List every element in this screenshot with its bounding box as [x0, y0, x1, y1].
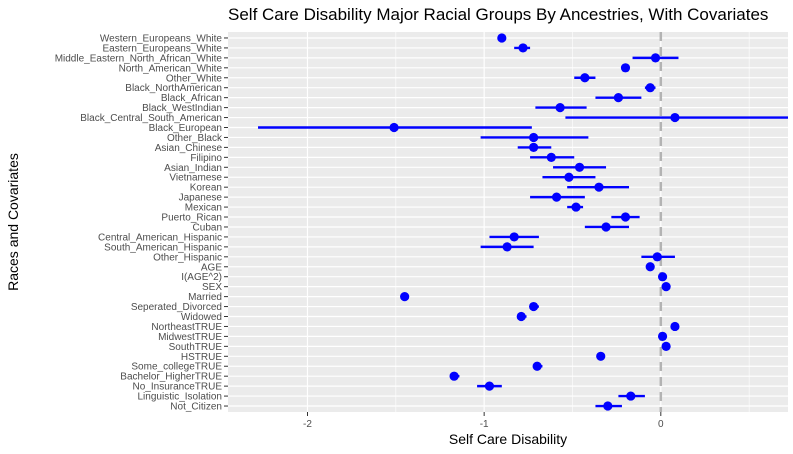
y-tick-label-korean: Korean: [190, 183, 222, 194]
y-tick-label-northeasttrue: NortheastTRUE: [151, 322, 222, 333]
point-other-black: [529, 132, 539, 143]
point-other-white: [580, 73, 590, 83]
y-axis-title: Races and Covariates: [5, 153, 21, 291]
point-age: [645, 262, 655, 272]
y-tick-label-not-citizen: Not_Citizen: [170, 402, 222, 413]
point-central-american-hispanic: [509, 232, 519, 242]
point-cuban: [601, 222, 611, 232]
x-axis-title: Self Care Disability: [449, 431, 567, 447]
y-tick-label-hstrue: HSTRUE: [181, 352, 222, 363]
y-tick-label-black-northamerican: Black_NorthAmerican: [125, 83, 222, 94]
y-tick-label-midwesttrue: MidwestTRUE: [158, 332, 222, 343]
x-tick-labels: -2 -1 0: [303, 412, 664, 430]
point-filipino: [546, 152, 556, 162]
point-some-collegetrue: [532, 361, 542, 371]
y-tick-label-puerto-rican: Puerto_Rican: [161, 213, 222, 224]
point-married: [400, 292, 410, 302]
y-tick-label-south-american-hispanic: South_American_Hispanic: [104, 242, 222, 253]
y-tick-label-middle-eastern-north-african-white: Middle_Eastern_North_African_White: [55, 53, 223, 64]
y-tick-label-japanese: Japanese: [179, 193, 223, 204]
y-tick-label-other-white: Other_White: [166, 73, 223, 84]
point-seperated-divorced: [529, 301, 539, 312]
point-korean: [594, 182, 604, 192]
point-black-african: [613, 93, 624, 103]
point-midwesttrue: [657, 331, 668, 341]
y-tick-label-central-american-hispanic: Central_American_Hispanic: [98, 232, 222, 243]
y-tick-label-some-collegetrue: Some_collegeTRUE: [131, 362, 222, 373]
point-northeasttrue: [670, 321, 680, 332]
y-tick-label-no-insurancetrue: No_InsuranceTRUE: [133, 382, 223, 393]
point-mexican: [571, 202, 581, 212]
point-southtrue: [661, 341, 671, 351]
y-tick-label-black-central-south-american: Black_Central_South_American: [80, 113, 222, 124]
point-hstrue: [596, 351, 606, 361]
point-asian-chinese: [529, 142, 539, 152]
y-tick-label-filipino: Filipino: [190, 153, 222, 164]
point-bachelor-highertrue: [449, 371, 459, 381]
minor-gridlines: [395, 32, 750, 412]
x-tick-label: -2: [303, 419, 312, 430]
y-tick-label-mexican: Mexican: [185, 203, 222, 214]
data-marks: [258, 33, 788, 411]
point-eastern-europeans-white: [518, 43, 528, 53]
y-tick-label-seperated-divorced: Seperated_Divorced: [131, 302, 222, 313]
chart-title: Self Care Disability Major Racial Groups…: [228, 5, 768, 24]
point-linguistic-isolation: [626, 391, 636, 401]
y-tick-label-linguistic-isolation: Linguistic_Isolation: [138, 392, 223, 403]
point-other-hispanic: [652, 252, 662, 262]
point-asian-indian: [574, 162, 585, 172]
point-no-insurancetrue: [484, 381, 495, 391]
x-tick-label: -1: [480, 419, 489, 430]
point-black-westindian: [555, 103, 565, 113]
point-not-citizen: [603, 401, 613, 411]
point-south-american-hispanic: [502, 242, 512, 252]
point-sex: [661, 282, 671, 292]
y-tick-label-i-age-2: I(AGE^2): [181, 272, 222, 283]
y-tick-label-black-african: Black_African: [161, 93, 222, 104]
y-tick-label-vietnamese: Vietnamese: [169, 173, 222, 184]
y-tick-label-widowed: Widowed: [181, 312, 222, 323]
x-tick-label: 0: [658, 419, 664, 430]
y-tick-label-western-europeans-white: Western_Europeans_White: [100, 33, 223, 44]
y-tick-label-married: Married: [188, 292, 222, 303]
y-tick-label-asian-chinese: Asian_Chinese: [155, 143, 223, 154]
point-black-central-south-american: [670, 112, 680, 123]
y-tick-label-other-hispanic: Other_Hispanic: [153, 252, 222, 263]
y-tick-label-age: AGE: [201, 262, 222, 273]
y-tick-label-bachelor-highertrue: Bachelor_HigherTRUE: [120, 372, 222, 383]
y-tick-label-sex: SEX: [202, 282, 222, 293]
point-widowed: [516, 311, 526, 322]
point-puerto-rican: [620, 212, 631, 222]
point-black-northamerican: [645, 83, 655, 93]
point-middle-eastern-north-african-white: [650, 53, 661, 63]
y-tick-label-other-black: Other_Black: [167, 133, 223, 144]
y-tick-label-asian-indian: Asian_Indian: [164, 163, 222, 174]
y-tick-label-north-american-white: North_American_White: [119, 63, 223, 74]
point-japanese: [551, 192, 562, 202]
y-tick-label-eastern-europeans-white: Eastern_Europeans_White: [102, 43, 222, 54]
y-tick-labels: Western_Europeans_WhiteEastern_Europeans…: [55, 33, 228, 413]
point-north-american-white: [620, 63, 631, 73]
y-tick-label-southtrue: SouthTRUE: [169, 342, 223, 353]
point-black-european: [389, 122, 399, 133]
plot-panel: [228, 32, 788, 412]
y-tick-label-cuban: Cuban: [193, 222, 222, 233]
point-vietnamese: [564, 172, 574, 182]
y-tick-label-black-european: Black_European: [149, 123, 222, 134]
point-i-age-2: [657, 272, 668, 282]
point-western-europeans-white: [497, 33, 507, 43]
y-tick-label-black-westindian: Black_WestIndian: [142, 103, 222, 114]
